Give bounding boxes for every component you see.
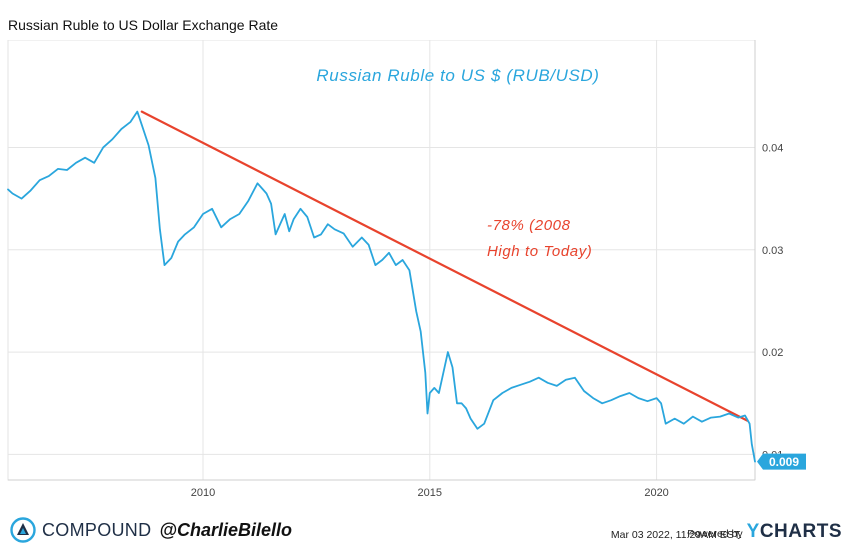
annotation-decline-line2: High to Today) [487, 243, 592, 260]
ycharts-logo: YCHARTS [746, 521, 842, 542]
chart-title: Russian Ruble to US Dollar Exchange Rate [8, 17, 279, 33]
last-value-label: 0.009 [769, 455, 799, 469]
y-tick-label: 0.03 [762, 245, 783, 257]
compound-brand[interactable]: COMPOUND @CharlieBilello [10, 515, 292, 545]
trend-line-group [140, 110, 749, 422]
x-tick-label: 2020 [644, 487, 668, 499]
brand-name: COMPOUND [42, 519, 152, 540]
last-value-badge [757, 453, 806, 470]
compound-logo-icon [10, 517, 36, 543]
y-tick-label: 0.04 [762, 142, 783, 154]
powered-by-label: Powered by [687, 528, 743, 540]
last-value-badge-group: 0.009 [757, 453, 806, 470]
annotations-group: Russian Ruble to US $ (RUB/USD) -78% (200… [316, 66, 599, 260]
y-tick-label: 0.02 [762, 347, 783, 359]
x-tick-label: 2015 [418, 487, 442, 499]
footer: COMPOUND @CharlieBilello Mar 03 2022, 11… [0, 507, 850, 549]
timestamp: Mar 03 2022, 11:29AM EST. [610, 529, 742, 541]
powered-by-ycharts[interactable]: Powered by YCHARTS [687, 521, 842, 543]
rub-usd-series-line [7, 110, 756, 463]
series-group [7, 110, 756, 463]
annotation-series-label: Russian Ruble to US $ (RUB/USD) [316, 66, 599, 85]
twitter-handle[interactable]: @CharlieBilello [159, 519, 292, 540]
annotation-decline-line1: -78% (2008 [487, 217, 571, 234]
trend-line [140, 110, 749, 422]
x-tick-label: 2010 [191, 487, 215, 499]
